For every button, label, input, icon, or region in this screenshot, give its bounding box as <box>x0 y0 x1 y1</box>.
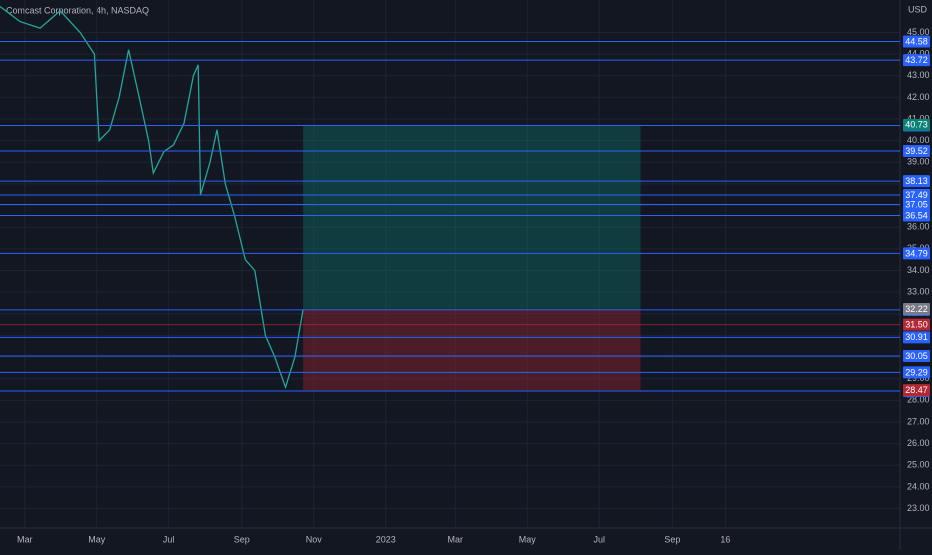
x-tick-label: 2023 <box>376 534 396 544</box>
level-tag <box>903 175 930 188</box>
entry-label: 32.22 <box>905 304 928 314</box>
y-tick-label: 26.00 <box>907 438 930 448</box>
y-tick-label: 42.00 <box>907 92 930 102</box>
last-price-tag <box>903 318 930 331</box>
last-price-label: 31.50 <box>905 319 928 329</box>
x-tick-label: Nov <box>306 534 323 544</box>
level-label: 30.91 <box>905 332 928 342</box>
level-label: 39.52 <box>905 146 928 156</box>
currency-label: USD <box>908 4 928 14</box>
level-tag <box>903 209 930 222</box>
y-tick-label: 36.00 <box>907 222 930 232</box>
y-tick-label: 44.00 <box>907 48 930 58</box>
y-tick-label: 33.00 <box>907 287 930 297</box>
x-tick-label: May <box>519 534 537 544</box>
chart-title: Comcast Corporation, 4h, NASDAQ <box>6 5 149 15</box>
level-tag <box>903 145 930 158</box>
level-tag <box>903 366 930 379</box>
x-tick-label: Jul <box>593 534 605 544</box>
level-tag <box>903 198 930 211</box>
stop-label: 28.47 <box>905 385 928 395</box>
level-tag <box>903 247 930 260</box>
y-tick-label: 25.00 <box>907 460 930 470</box>
level-tag <box>903 331 930 344</box>
level-label: 30.05 <box>905 351 928 361</box>
x-tick-label: Mar <box>17 534 33 544</box>
y-tick-label: 39.00 <box>907 157 930 167</box>
level-tag <box>903 35 930 48</box>
x-tick-label: Sep <box>664 534 680 544</box>
x-tick-label: May <box>88 534 106 544</box>
x-tick-label: 16 <box>720 534 730 544</box>
level-label: 43.72 <box>905 55 928 65</box>
price-line <box>0 5 304 390</box>
entry-tag <box>903 303 930 316</box>
level-label: 34.79 <box>905 248 928 258</box>
level-label: 38.13 <box>905 176 928 186</box>
target-zone <box>303 124 641 310</box>
level-label: 29.29 <box>905 367 928 377</box>
x-tick-label: Sep <box>234 534 250 544</box>
y-tick-label: 41.00 <box>907 113 930 123</box>
level-label: 44.58 <box>905 36 928 46</box>
stop-zone <box>303 309 641 391</box>
target-tag <box>903 118 930 131</box>
level-tag <box>903 188 930 201</box>
y-tick-label: 34.00 <box>907 265 930 275</box>
y-tick-label: 28.00 <box>907 395 930 405</box>
level-tag <box>903 349 930 362</box>
y-tick-label: 40.00 <box>907 135 930 145</box>
level-label: 36.54 <box>905 210 928 220</box>
target-label: 40.73 <box>905 120 928 130</box>
y-tick-label: 27.00 <box>907 416 930 426</box>
level-label: 37.49 <box>905 190 928 200</box>
y-tick-label: 43.00 <box>907 70 930 80</box>
level-tag <box>903 54 930 67</box>
y-tick-label: 24.00 <box>907 481 930 491</box>
y-tick-label: 45.00 <box>907 27 930 37</box>
x-tick-label: Jul <box>163 534 175 544</box>
level-label: 37.05 <box>905 199 928 209</box>
x-tick-label: Mar <box>448 534 464 544</box>
y-tick-label: 23.00 <box>907 503 930 513</box>
stop-tag <box>903 384 930 397</box>
